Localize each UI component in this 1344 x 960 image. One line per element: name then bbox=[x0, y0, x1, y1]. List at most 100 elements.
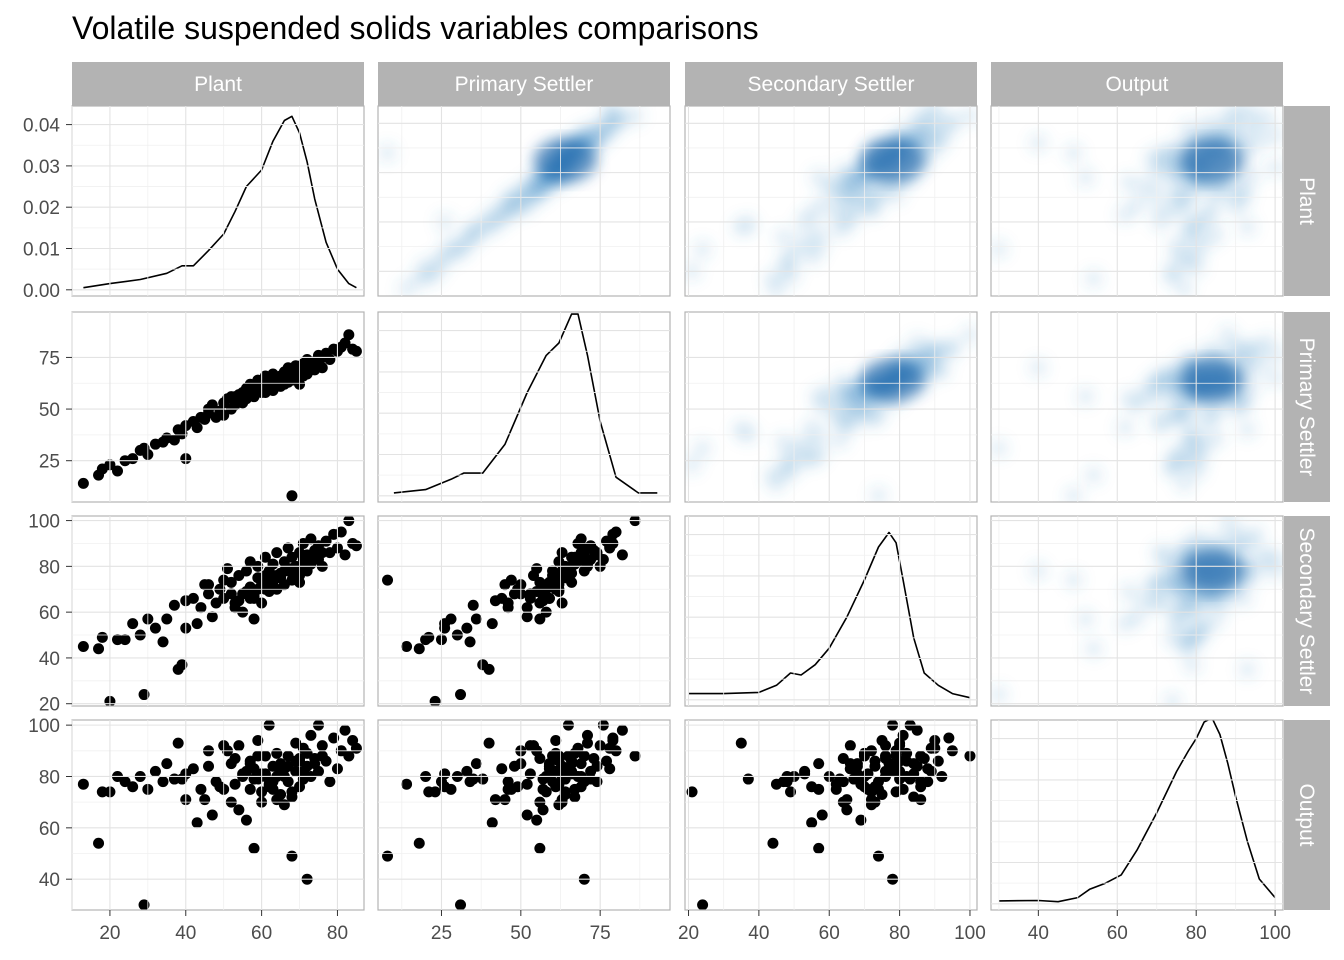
density-blob bbox=[1218, 325, 1237, 344]
scatter-point bbox=[350, 742, 362, 754]
density-blob bbox=[575, 124, 594, 143]
density-blob bbox=[1238, 420, 1257, 439]
scatter-point bbox=[534, 753, 546, 765]
density-blob bbox=[626, 106, 645, 125]
scatter-point bbox=[855, 814, 867, 826]
scatter-point bbox=[263, 576, 275, 588]
scatter-point bbox=[149, 622, 161, 634]
scatter-point bbox=[553, 753, 565, 765]
scatter-point bbox=[483, 737, 495, 749]
scatter-point bbox=[413, 837, 425, 849]
density-blob bbox=[943, 111, 962, 130]
panel-grid bbox=[378, 720, 670, 910]
scatter-point bbox=[401, 778, 413, 790]
x-tick-label: 80 bbox=[1186, 923, 1207, 944]
density-blob bbox=[1183, 424, 1202, 443]
x-axis-output: 40 60 80 100 bbox=[1028, 910, 1291, 944]
density-blob bbox=[1214, 593, 1233, 612]
scatter-point bbox=[445, 783, 457, 795]
density-blob bbox=[908, 333, 927, 352]
scatter-point bbox=[401, 640, 413, 652]
scatter-point bbox=[127, 453, 139, 465]
scatter-point bbox=[524, 768, 536, 780]
scatter-point bbox=[112, 634, 124, 646]
density-blob bbox=[1163, 371, 1182, 390]
scatter-point bbox=[149, 765, 161, 777]
scatter-point bbox=[203, 588, 215, 600]
scatter-point bbox=[486, 817, 498, 829]
scatter-point bbox=[77, 477, 89, 489]
scatter-layer bbox=[77, 516, 362, 706]
density-blob bbox=[1064, 486, 1083, 502]
x-tick-label: 60 bbox=[1107, 923, 1128, 944]
strip-row-label: Secondary Settler bbox=[1295, 528, 1318, 695]
scatter-point bbox=[244, 783, 256, 795]
panel-output-vs-output bbox=[990, 719, 1284, 911]
scatter-point bbox=[578, 750, 590, 762]
scatter-point bbox=[138, 689, 150, 701]
x-tick-label: 40 bbox=[748, 923, 769, 944]
scatter-point bbox=[543, 592, 555, 604]
scatter-point bbox=[286, 850, 298, 862]
scatter-point bbox=[316, 547, 328, 559]
scatter-point bbox=[191, 618, 203, 630]
scatter-point bbox=[528, 740, 540, 752]
strip-row-plant bbox=[1284, 106, 1330, 296]
scatter-point bbox=[467, 599, 479, 611]
panel-plant-vs-plant bbox=[71, 105, 365, 297]
density-curve-primary-settler bbox=[393, 313, 658, 494]
scatter-point bbox=[616, 724, 628, 736]
scatter-point bbox=[316, 740, 328, 752]
density-heatmap bbox=[378, 106, 645, 296]
density-blob bbox=[809, 387, 828, 406]
scatter-point bbox=[176, 428, 188, 440]
scatter-point bbox=[237, 768, 249, 780]
scatter-point bbox=[534, 597, 546, 609]
scatter-point bbox=[742, 773, 754, 785]
density-blob bbox=[813, 195, 832, 214]
x-axis-primary-settler: 25 50 75 bbox=[431, 910, 611, 944]
scatter-point bbox=[531, 814, 543, 826]
scatter-point bbox=[127, 618, 139, 630]
panel-grid bbox=[991, 720, 1283, 910]
scatter-point bbox=[229, 753, 241, 765]
panel-grid bbox=[71, 720, 364, 910]
scatter-point bbox=[286, 786, 298, 798]
panel-grid bbox=[71, 516, 364, 706]
scatter-point bbox=[844, 740, 856, 752]
strip-col-label: Primary Settler bbox=[455, 73, 594, 96]
scatter-point bbox=[566, 765, 578, 777]
chart-title: Volatile suspended solids variables comp… bbox=[72, 10, 759, 46]
panel-secondary-settler-vs-primary-settler bbox=[377, 515, 671, 707]
density-blob bbox=[795, 232, 814, 251]
density-blob bbox=[1238, 660, 1257, 679]
scatter-point bbox=[335, 526, 347, 538]
density-blob bbox=[809, 225, 828, 244]
scatter-point bbox=[195, 602, 207, 614]
scatter-point bbox=[191, 817, 203, 829]
scatter-point bbox=[168, 599, 180, 611]
scatter-point bbox=[904, 773, 916, 785]
scatter-point bbox=[588, 753, 600, 765]
density-blob bbox=[1163, 559, 1182, 578]
density-blob bbox=[943, 338, 962, 357]
scatter-point bbox=[872, 850, 884, 862]
scatter-point bbox=[237, 588, 249, 600]
scatter-point bbox=[127, 781, 139, 793]
scatter-point bbox=[305, 729, 317, 741]
scatter-point bbox=[915, 750, 927, 762]
scatter-layer bbox=[382, 720, 641, 910]
scatter-point bbox=[191, 422, 203, 434]
panel-grid bbox=[378, 106, 670, 296]
density-blob bbox=[1116, 418, 1135, 437]
scatter-point bbox=[271, 747, 283, 759]
scatter-point bbox=[686, 786, 698, 798]
scatter-point bbox=[897, 729, 909, 741]
scatter-layer bbox=[77, 329, 362, 502]
scatter-point bbox=[550, 781, 562, 793]
scatter-point bbox=[176, 659, 188, 671]
y-tick-label: 60 bbox=[39, 819, 60, 840]
scatter-point bbox=[199, 794, 211, 806]
x-tick-label: 100 bbox=[1259, 923, 1291, 944]
panel-grid bbox=[71, 312, 364, 502]
